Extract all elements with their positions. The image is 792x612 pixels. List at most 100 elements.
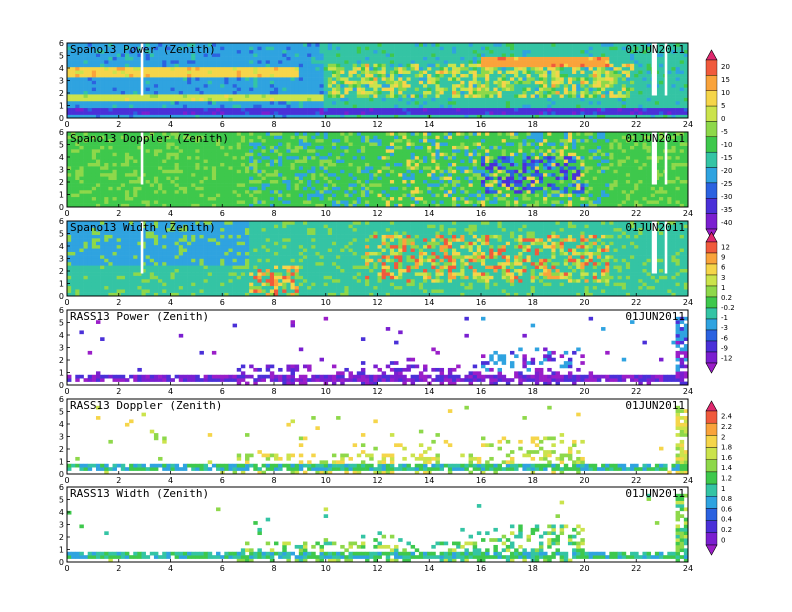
heatmap-cell	[340, 135, 345, 140]
heatmap-cell	[439, 87, 445, 92]
heatmap-cell	[249, 56, 254, 61]
heatmap-cell	[265, 179, 271, 184]
heatmap-cell	[195, 77, 200, 81]
heatmap-cell	[431, 63, 436, 68]
heatmap-cell	[95, 53, 101, 57]
heatmap-cell	[683, 104, 689, 109]
heatmap-cell	[290, 49, 295, 54]
heatmap-cell	[240, 87, 246, 92]
heatmap-cell	[675, 43, 681, 47]
heatmap-cell	[153, 90, 159, 95]
heatmap-cell	[83, 155, 88, 160]
heatmap-cell	[518, 114, 523, 119]
heatmap-cell	[141, 83, 146, 88]
heatmap-cell	[120, 159, 126, 163]
heatmap-cell	[182, 104, 188, 109]
heatmap-cell	[683, 70, 689, 74]
heatmap-cell	[638, 100, 643, 105]
heatmap-cell	[187, 94, 192, 98]
heatmap-cell	[141, 142, 146, 146]
heatmap-cell	[642, 46, 647, 51]
heatmap-cell	[240, 97, 246, 102]
heatmap-cell	[116, 166, 122, 170]
heatmap-cell	[166, 200, 171, 204]
heatmap-cell	[460, 63, 465, 68]
heatmap-cell	[240, 169, 246, 174]
heatmap-cell	[307, 56, 312, 61]
heatmap-cell	[137, 176, 142, 181]
heatmap-cell	[133, 46, 138, 51]
heatmap-cell	[323, 60, 329, 64]
heatmap-cell	[373, 183, 378, 187]
heatmap-cell	[468, 100, 474, 105]
heatmap-cell	[166, 90, 171, 95]
heatmap-cell	[452, 53, 457, 57]
heatmap-cell	[182, 142, 188, 146]
heatmap-cell	[369, 162, 374, 167]
heatmap-cell	[394, 49, 399, 54]
heatmap-cell	[116, 83, 122, 88]
heatmap-cell	[530, 100, 536, 105]
heatmap-cell	[236, 107, 242, 112]
heatmap-cell	[153, 46, 159, 51]
heatmap-cell	[336, 159, 341, 163]
heatmap-cell	[71, 149, 76, 153]
heatmap-cell	[174, 90, 180, 95]
heatmap-cell	[112, 138, 117, 143]
heatmap-cell	[410, 90, 416, 95]
heatmap-cell	[95, 189, 101, 194]
heatmap-cell	[373, 200, 378, 204]
heatmap-cell	[431, 53, 436, 57]
heatmap-cell	[149, 172, 155, 177]
heatmap-cell	[534, 49, 540, 54]
heatmap-cell	[567, 111, 573, 115]
heatmap-cell	[187, 203, 192, 208]
heatmap-cell	[344, 53, 349, 57]
heatmap-cell	[501, 94, 507, 98]
heatmap-cell	[75, 155, 80, 160]
heatmap-cell	[592, 46, 598, 51]
heatmap-cell	[240, 193, 246, 198]
heatmap-cell	[423, 43, 428, 47]
heatmap-cell	[174, 70, 180, 74]
heatmap-cell	[605, 73, 610, 78]
heatmap-cell	[530, 53, 536, 57]
heatmap-cell	[369, 149, 374, 153]
heatmap-cell	[265, 87, 271, 92]
heatmap-cell	[216, 63, 221, 68]
heatmap-cell	[481, 66, 486, 71]
heatmap-cell	[149, 189, 155, 194]
heatmap-cell	[625, 94, 631, 98]
heatmap-cell	[67, 196, 72, 201]
heatmap-cell	[307, 132, 312, 136]
heatmap-cell	[327, 155, 333, 160]
heatmap-cell	[174, 87, 180, 92]
heatmap-cell	[195, 90, 200, 95]
heatmap-cell	[601, 100, 606, 105]
heatmap-cell	[83, 60, 88, 64]
heatmap-cell	[389, 77, 395, 81]
heatmap-cell	[298, 111, 304, 115]
heatmap-cell	[236, 53, 242, 57]
heatmap-cell	[315, 104, 320, 109]
heatmap-cell	[224, 162, 229, 167]
heatmap-cell	[394, 77, 399, 81]
heatmap-cell	[67, 135, 72, 140]
heatmap-cell	[493, 111, 498, 115]
heatmap-cell	[104, 155, 109, 160]
heatmap-cell	[394, 83, 399, 88]
heatmap-cell	[158, 138, 163, 143]
heatmap-cell	[216, 87, 221, 92]
heatmap-cell	[340, 60, 345, 64]
heatmap-cell	[406, 87, 411, 92]
heatmap-cell	[166, 138, 171, 143]
heatmap-cell	[278, 196, 283, 201]
heatmap-cell	[443, 66, 449, 71]
heatmap-cell	[187, 73, 192, 78]
heatmap-cell	[576, 43, 581, 47]
heatmap-cell	[642, 100, 647, 105]
heatmap-cell	[410, 77, 416, 81]
heatmap-cell	[257, 83, 262, 88]
heatmap-cell	[182, 49, 188, 54]
heatmap-cell	[67, 166, 72, 170]
